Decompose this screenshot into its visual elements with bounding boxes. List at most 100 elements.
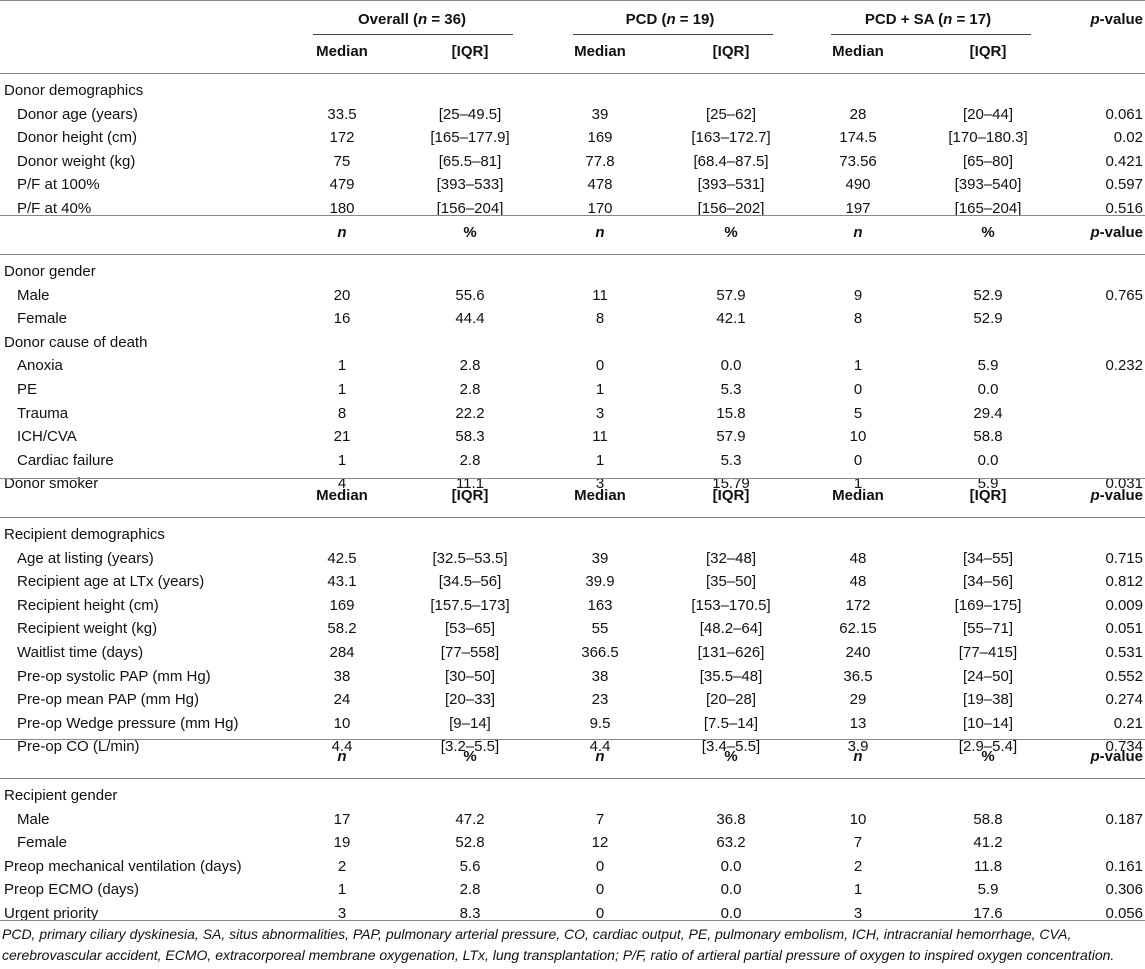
table-cell: 169: [329, 597, 355, 614]
column-header: n: [595, 748, 605, 765]
column-header: Median: [574, 487, 626, 504]
table-row: Male 20 55.6 11 57.9 9 52.9 0.765: [0, 284, 1145, 308]
table-cell: 3: [595, 475, 605, 492]
table-cell: 490: [845, 176, 871, 193]
column-header: %: [724, 224, 738, 241]
table-cell: [34–55]: [962, 550, 1014, 567]
table-cell: 19: [333, 834, 351, 851]
table-cell: 55: [591, 620, 609, 637]
table-cell: 0: [853, 452, 863, 469]
table-cell: 0: [853, 381, 863, 398]
table-cell: 1: [853, 881, 863, 898]
pvalue-cell: 0.051: [1105, 620, 1143, 637]
table-cell: 2: [853, 858, 863, 875]
pvalue-cell: 0.812: [1105, 573, 1143, 590]
table-cell: 0.0: [977, 452, 999, 469]
table-cell: 11: [592, 287, 608, 304]
table-cell: [169–175]: [954, 597, 1022, 614]
table-cell: [35–50]: [705, 573, 757, 590]
row-label: Preop mechanical ventilation (days): [4, 858, 242, 875]
table-cell: 57.9: [716, 428, 746, 445]
table-cell: 3: [595, 405, 605, 422]
table-cell: [3.4–5.5]: [701, 738, 761, 755]
table-row: Trauma 8 22.2 3 15.8 5 29.4: [0, 402, 1145, 426]
column-header: Median: [316, 43, 368, 60]
table-cell: 10: [333, 715, 351, 732]
row-label: Donor height (cm): [17, 129, 138, 146]
row-label: Donor demographics: [4, 82, 144, 99]
table-cell: [77–415]: [958, 644, 1018, 661]
table-cell: 38: [591, 668, 609, 685]
table-cell: [34.5–56]: [438, 573, 502, 590]
table-cell: 2.8: [459, 357, 481, 374]
table-cell: 77.8: [585, 153, 615, 170]
column-header: [IQR]: [969, 487, 1007, 504]
table-cell: 10: [849, 428, 867, 445]
table-cell: [30–50]: [444, 668, 496, 685]
table-row: Donor weight (kg) 75 [65.5–81] 77.8 [68.4–87…: [0, 150, 1145, 174]
table-cell: 15.8: [716, 405, 746, 422]
column-header: Median: [832, 43, 884, 60]
table-cell: [24–50]: [962, 668, 1014, 685]
table-cell: 62.15: [839, 620, 877, 637]
table-row: Age at listing (years) 42.5 [32.5–53.5] 39 […: [0, 547, 1145, 571]
table-cell: [20–33]: [444, 691, 496, 708]
table-cell: 73.56: [839, 153, 877, 170]
group-underline-pcd-sa: [831, 34, 1031, 35]
table-row: Donor smoker 4 11.1 3 15.79 1 5.9 0.031: [0, 472, 1145, 496]
column-header: n: [853, 748, 863, 765]
column-header-row: n% n% n% p-value: [0, 221, 1145, 245]
table-cell: 0: [595, 357, 605, 374]
column-header: %: [981, 224, 995, 241]
table-cell: [32.5–53.5]: [432, 550, 508, 567]
pvalue-cell: 0.597: [1105, 176, 1143, 193]
table-cell: [68.4–87.5]: [693, 153, 769, 170]
table-cell: 24: [333, 691, 351, 708]
column-header: %: [724, 748, 738, 765]
pvalue-cell: 0.552: [1105, 668, 1143, 685]
table-cell: 3.9: [847, 738, 869, 755]
column-header: n: [337, 224, 347, 241]
table-cell: 5.3: [720, 452, 742, 469]
table-row: Recipient gender: [0, 784, 1145, 808]
group-header-row: Overall (n = 36) PCD (n = 19) PCD + SA (…: [0, 8, 1145, 32]
pvalue-cell: 0.161: [1105, 858, 1143, 875]
table-cell: 3: [853, 905, 863, 922]
column-header: n: [595, 224, 605, 241]
table-row: Male 17 47.2 7 36.8 10 58.8 0.187: [0, 808, 1145, 832]
table-cell: [35.5–48]: [699, 668, 763, 685]
table-cell: 4.4: [589, 738, 611, 755]
table-cell: [32–48]: [705, 550, 757, 567]
column-header: [IQR]: [712, 43, 750, 60]
column-header: n: [337, 748, 347, 765]
column-header: %: [981, 748, 995, 765]
header-rule: [0, 778, 1145, 779]
table-row: PE 1 2.8 1 5.3 0 0.0: [0, 378, 1145, 402]
column-header-row: Median [IQR] Median [IQR] Median [IQR] p-value: [0, 484, 1145, 508]
table-top-rule: [0, 0, 1145, 1]
pvalue-cell: 0.516: [1105, 200, 1143, 217]
table-cell: 21: [333, 428, 351, 445]
column-header: Median: [574, 43, 626, 60]
section-rule: [0, 739, 1145, 740]
pvalue-header: p-value: [1090, 487, 1143, 504]
row-label: Recipient weight (kg): [17, 620, 158, 637]
row-label: Pre-op systolic PAP (mm Hg): [17, 668, 211, 685]
table-cell: 478: [587, 176, 613, 193]
table-cell: 57.9: [716, 287, 746, 304]
table-cell: 44.4: [455, 310, 485, 327]
table-cell: 39: [591, 550, 609, 567]
table-cell: 43.1: [327, 573, 357, 590]
row-label: Recipient height (cm): [17, 597, 159, 614]
table-row: ICH/CVA 21 58.3 11 57.9 10 58.8: [0, 425, 1145, 449]
group-pcd: PCD (n = 19): [625, 11, 715, 28]
table-cell: 29.4: [973, 405, 1003, 422]
table-cell: 1: [853, 475, 863, 492]
table-row: Recipient weight (kg) 58.2 [53–65] 55 [48.2–…: [0, 617, 1145, 641]
table-cell: 172: [329, 129, 355, 146]
table-cell: [65–80]: [962, 153, 1014, 170]
table-cell: 7: [595, 811, 605, 828]
row-label: Donor weight (kg): [17, 153, 136, 170]
column-header: [IQR]: [451, 487, 489, 504]
group-underline-pcd: [573, 34, 773, 35]
